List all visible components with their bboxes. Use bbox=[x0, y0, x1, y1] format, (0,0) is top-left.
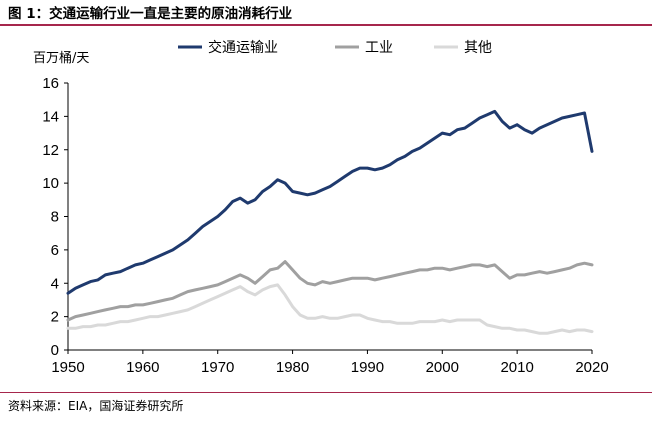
x-tick-label: 1990 bbox=[351, 359, 384, 376]
x-tick-label: 1950 bbox=[51, 359, 84, 376]
source-divider bbox=[0, 392, 652, 393]
x-tick-label: 2010 bbox=[500, 359, 533, 376]
y-tick-label: 6 bbox=[51, 242, 59, 259]
series-line-1 bbox=[66, 260, 594, 322]
y-axis-unit-label: 百万桶/天 bbox=[33, 51, 89, 66]
y-tick-label: 0 bbox=[51, 342, 59, 359]
legend-label-1: 工业 bbox=[365, 40, 393, 56]
chart-axes: 0 2 4 6 8 10 12 14 16 1950 1960 1970 1980 1990 2000 201… bbox=[42, 75, 608, 376]
series-line-0 bbox=[66, 109, 594, 295]
figure-title: 图 1：交通运输行业一直是主要的原油消耗行业 bbox=[8, 6, 293, 22]
x-tick-label: 2020 bbox=[575, 359, 608, 376]
legend-label-2: 其他 bbox=[464, 40, 492, 56]
y-tick-label: 2 bbox=[51, 309, 59, 326]
chart-legend: 交通运输业 工业 其他 bbox=[178, 39, 492, 56]
y-tick-label: 12 bbox=[42, 142, 59, 159]
chart-series bbox=[66, 109, 594, 335]
x-tick-label: 2000 bbox=[426, 359, 459, 376]
y-tick-label: 16 bbox=[42, 75, 59, 92]
line-chart: 交通运输业 工业 其他 百万桶/天 0 2 4 6 8 10 12 14 16 1950 1960 197… bbox=[33, 39, 609, 376]
x-tick-label: 1960 bbox=[126, 359, 159, 376]
x-tick-label: 1980 bbox=[276, 359, 309, 376]
y-tick-label: 14 bbox=[42, 108, 59, 125]
y-tick-label: 8 bbox=[51, 209, 59, 226]
y-tick-label: 10 bbox=[42, 175, 59, 192]
x-tick-label: 1970 bbox=[201, 359, 234, 376]
title-divider bbox=[0, 24, 652, 26]
series-line-2 bbox=[66, 283, 594, 335]
y-tick-label: 4 bbox=[51, 275, 59, 292]
legend-label-0: 交通运输业 bbox=[208, 39, 278, 56]
source-note: 资料来源：EIA，国海证券研究所 bbox=[8, 399, 184, 413]
